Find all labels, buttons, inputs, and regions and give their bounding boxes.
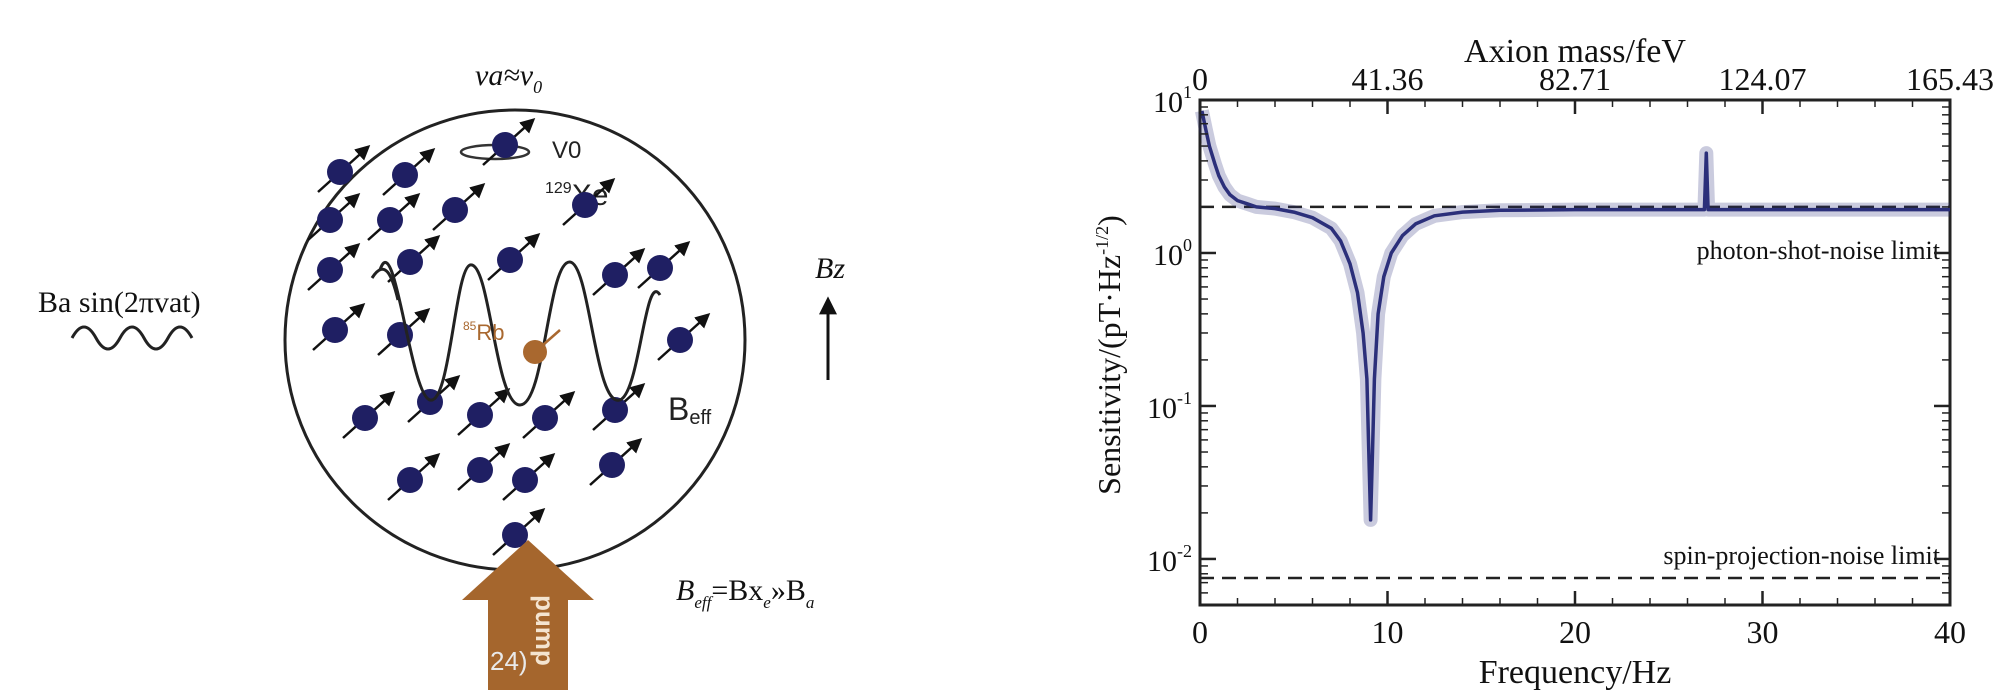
- axion-field-label: Ba sin(2πvat): [38, 286, 201, 319]
- xe-spin-atom: [442, 197, 468, 223]
- xe-spin-atom: [572, 192, 598, 218]
- y-axis-title: Sensitivity/(pT·Hz-1/2): [1091, 215, 1127, 495]
- xe-spin-atom: [497, 247, 523, 273]
- x-tick-label: 40: [1934, 614, 1966, 650]
- xe-spin-atom: [502, 522, 528, 548]
- top-axis-title: Axion mass/feV: [1464, 33, 1686, 70]
- top-tick-label: 165.43: [1906, 61, 1994, 97]
- resonance-condition-label: va≈v0: [475, 59, 542, 97]
- xe-spin-atom: [532, 405, 558, 431]
- xe-spin-atom: [397, 467, 423, 493]
- top-tick-label: 82.71: [1539, 61, 1611, 97]
- x-tick-label: 0: [1192, 614, 1208, 650]
- y-tick-label: 10-2: [1147, 541, 1192, 578]
- xe-spin-atom: [602, 262, 628, 288]
- effective-field-wave: [378, 260, 662, 407]
- effective-field-wave-tail: [370, 267, 400, 301]
- xe-spin-atom: [602, 397, 628, 423]
- xe-spin-atom: [667, 327, 693, 353]
- v0-label: V0: [552, 137, 581, 164]
- xe-spin-atom: [512, 467, 538, 493]
- reference-line-label: spin-projection-noise limit: [1663, 541, 1940, 570]
- axion-diagram: va≈v0 V0 129Xe 85Rb Beff Ba sin(2πvat) B…: [38, 59, 845, 690]
- x-tick-label: 20: [1559, 614, 1591, 650]
- x-tick-label: 10: [1372, 614, 1404, 650]
- xe-spin-atom: [467, 402, 493, 428]
- top-tick-label: 0: [1192, 61, 1208, 97]
- sensitivity-chart: Axion mass/feV photon-shot-noise limit sp…: [1091, 33, 1994, 690]
- x-tick-label: 30: [1747, 614, 1779, 650]
- plot-frame: [1198, 98, 1952, 607]
- watermark-text: 24): [490, 646, 528, 676]
- xe-spin-atom: [392, 162, 418, 188]
- pump-label: pump: [530, 595, 560, 666]
- xe-spin-atom: [322, 317, 348, 343]
- y-tick-label: 100: [1153, 235, 1192, 272]
- series-line: [1200, 110, 1950, 522]
- axion-field-wave: [70, 325, 194, 351]
- series-noise-band: [1195, 109, 1950, 527]
- xe-spin-atom: [647, 255, 673, 281]
- xe-spin-group: [307, 117, 711, 556]
- y-tick-label: 101: [1153, 82, 1192, 119]
- xe-spin-atom: [317, 207, 343, 233]
- top-tick-label: 41.36: [1352, 61, 1424, 97]
- pump-beam-arrow: pump: [462, 540, 594, 690]
- rb85-spin-arrow: [534, 329, 561, 353]
- xe-spin-atom: [397, 249, 423, 275]
- y-tick-label: 10-1: [1147, 388, 1192, 425]
- xe-spin-atom: [467, 457, 493, 483]
- beff-label: Beff: [668, 391, 712, 429]
- xe-spin-atom: [377, 207, 403, 233]
- bz-label: Bz: [815, 252, 845, 285]
- field-relation-label: Beff=Bxe»Ba: [676, 574, 814, 612]
- top-tick-label: 124.07: [1719, 61, 1807, 97]
- xe-spin-atom: [599, 452, 625, 478]
- rb85-label: 85Rb: [463, 319, 504, 345]
- reference-line-label: photon-shot-noise limit: [1697, 236, 1941, 265]
- xe-spin-atom: [352, 405, 378, 431]
- xe-spin-atom: [492, 132, 518, 158]
- x-axis-title: Frequency/Hz: [1479, 654, 1672, 690]
- xe-spin-atom: [327, 159, 353, 185]
- xe-spin-atom: [317, 257, 343, 283]
